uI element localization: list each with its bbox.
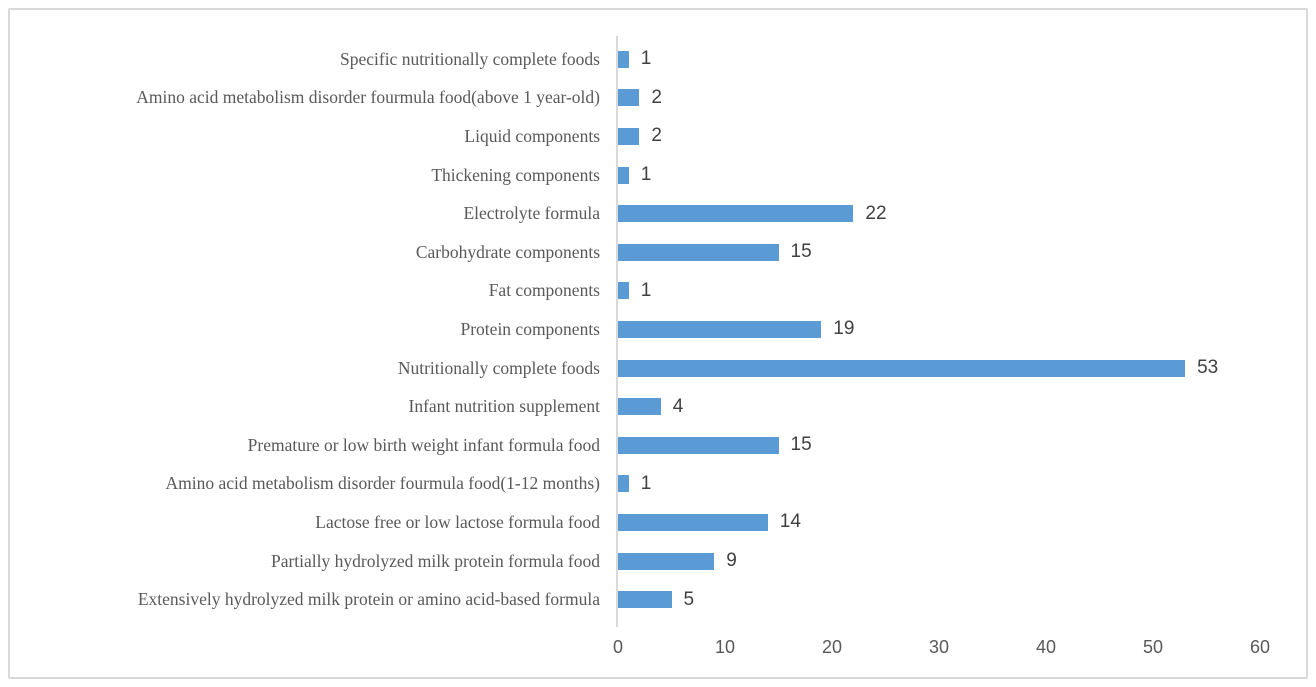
- bar-value-label: 1: [640, 279, 652, 301]
- chart-row: Liquid components 2: [10, 117, 1260, 156]
- bar: [618, 89, 640, 107]
- bar-area: 1: [618, 156, 1260, 195]
- bar: [618, 243, 779, 261]
- bar-area: 22: [618, 194, 1260, 233]
- bar-area: 14: [618, 503, 1260, 542]
- category-label: Infant nutrition supplement: [408, 396, 601, 417]
- bar: [618, 127, 640, 145]
- x-axis-tick-label: 0: [612, 636, 624, 657]
- bar: [618, 320, 822, 338]
- bar-value-label: 1: [640, 472, 652, 494]
- bar: [618, 50, 629, 68]
- chart-row: Specific nutritionally complete foods 1: [10, 40, 1260, 79]
- bar-value-label: 19: [833, 318, 855, 340]
- category-label: Partially hydrolyzed milk protein formul…: [270, 550, 600, 571]
- bar: [618, 591, 672, 609]
- bar-area: 53: [618, 349, 1260, 388]
- chart-row: Nutritionally complete foods 53: [10, 349, 1260, 388]
- chart-row: Premature or low birth weight infant for…: [10, 426, 1260, 465]
- bar: [618, 282, 629, 300]
- bar-area: 15: [618, 426, 1260, 465]
- bar: [618, 475, 629, 493]
- y-axis-line: [616, 36, 618, 627]
- bar-chart: Specific nutritionally complete foods 1 Am…: [10, 36, 1270, 667]
- category-label: Thickening components: [431, 164, 600, 185]
- bar-value-label: 2: [651, 125, 662, 147]
- chart-row: Protein components 19: [10, 310, 1260, 349]
- bar-value-label: 1: [640, 48, 652, 70]
- chart-row: Infant nutrition supplement 4: [10, 387, 1260, 426]
- x-axis-tick-label: 40: [1035, 636, 1057, 657]
- bar-value-label: 14: [779, 511, 801, 533]
- bar-area: 19: [618, 310, 1260, 349]
- bar-value-label: 53: [1197, 357, 1219, 379]
- category-label: Premature or low birth weight infant for…: [247, 434, 600, 455]
- x-axis-tick-label: 50: [1142, 636, 1164, 657]
- category-label: Liquid components: [464, 125, 600, 146]
- x-axis-tick-label: 30: [928, 636, 950, 657]
- category-label: Specific nutritionally complete foods: [339, 48, 600, 69]
- bar-value-label: 22: [865, 202, 887, 224]
- bar: [618, 359, 1186, 377]
- chart-plot-area: Specific nutritionally complete foods 1 Am…: [10, 36, 1260, 627]
- x-axis: 0 10 20 30 40 50 60: [613, 625, 1270, 667]
- x-axis-tick-label: 20: [821, 636, 843, 657]
- category-label: Fat components: [488, 280, 600, 301]
- x-axis-tick-label: 10: [714, 636, 736, 657]
- category-label: Extensively hydrolyzed milk protein or a…: [137, 589, 600, 610]
- chart-row: Lactose free or low lactose formula food…: [10, 503, 1260, 542]
- x-axis-tick-label: 60: [1249, 636, 1271, 657]
- category-label: Lactose free or low lactose formula food: [315, 511, 600, 532]
- bar-value-label: 1: [640, 164, 652, 186]
- category-label: Amino acid metabolism disorder fourmula …: [165, 473, 600, 494]
- category-label: Amino acid metabolism disorder fourmula …: [136, 87, 600, 108]
- category-label: Protein components: [460, 318, 601, 339]
- bar-area: 2: [618, 117, 1260, 156]
- bar: [618, 513, 768, 531]
- bar-area: 1: [618, 465, 1260, 504]
- category-label: Electrolyte formula: [463, 203, 600, 224]
- bar-value-label: 9: [726, 550, 737, 572]
- bar-area: 15: [618, 233, 1260, 272]
- chart-row: Carbohydrate components 15: [10, 233, 1260, 272]
- bar: [618, 398, 661, 416]
- chart-row: Extensively hydrolyzed milk protein or a…: [10, 580, 1260, 619]
- bar-area: 1: [618, 40, 1260, 79]
- category-label: Nutritionally complete foods: [397, 357, 600, 378]
- bar-value-label: 5: [683, 588, 695, 610]
- bar-area: 2: [618, 79, 1260, 118]
- chart-row: Electrolyte formula 22: [10, 194, 1260, 233]
- bar-area: 5: [618, 580, 1260, 619]
- bar-value-label: 4: [672, 395, 684, 417]
- bar-area: 9: [618, 542, 1260, 581]
- bar: [618, 205, 854, 223]
- bar: [618, 436, 779, 454]
- bar-value-label: 2: [651, 86, 662, 108]
- chart-row: Fat components 1: [10, 272, 1260, 311]
- chart-row: Amino acid metabolism disorder fourmula …: [10, 79, 1260, 118]
- chart-row: Thickening components 1: [10, 156, 1260, 195]
- bar-area: 1: [618, 272, 1260, 311]
- chart-row: Amino acid metabolism disorder fourmula …: [10, 465, 1260, 504]
- bar-value-label: 15: [790, 434, 812, 456]
- category-label: Carbohydrate components: [415, 241, 600, 262]
- bar-value-label: 15: [790, 241, 812, 263]
- chart-frame: Specific nutritionally complete foods 1 Am…: [8, 8, 1308, 679]
- bar: [618, 166, 629, 184]
- chart-row: Partially hydrolyzed milk protein formul…: [10, 542, 1260, 581]
- bar-area: 4: [618, 387, 1260, 426]
- bar: [618, 552, 715, 570]
